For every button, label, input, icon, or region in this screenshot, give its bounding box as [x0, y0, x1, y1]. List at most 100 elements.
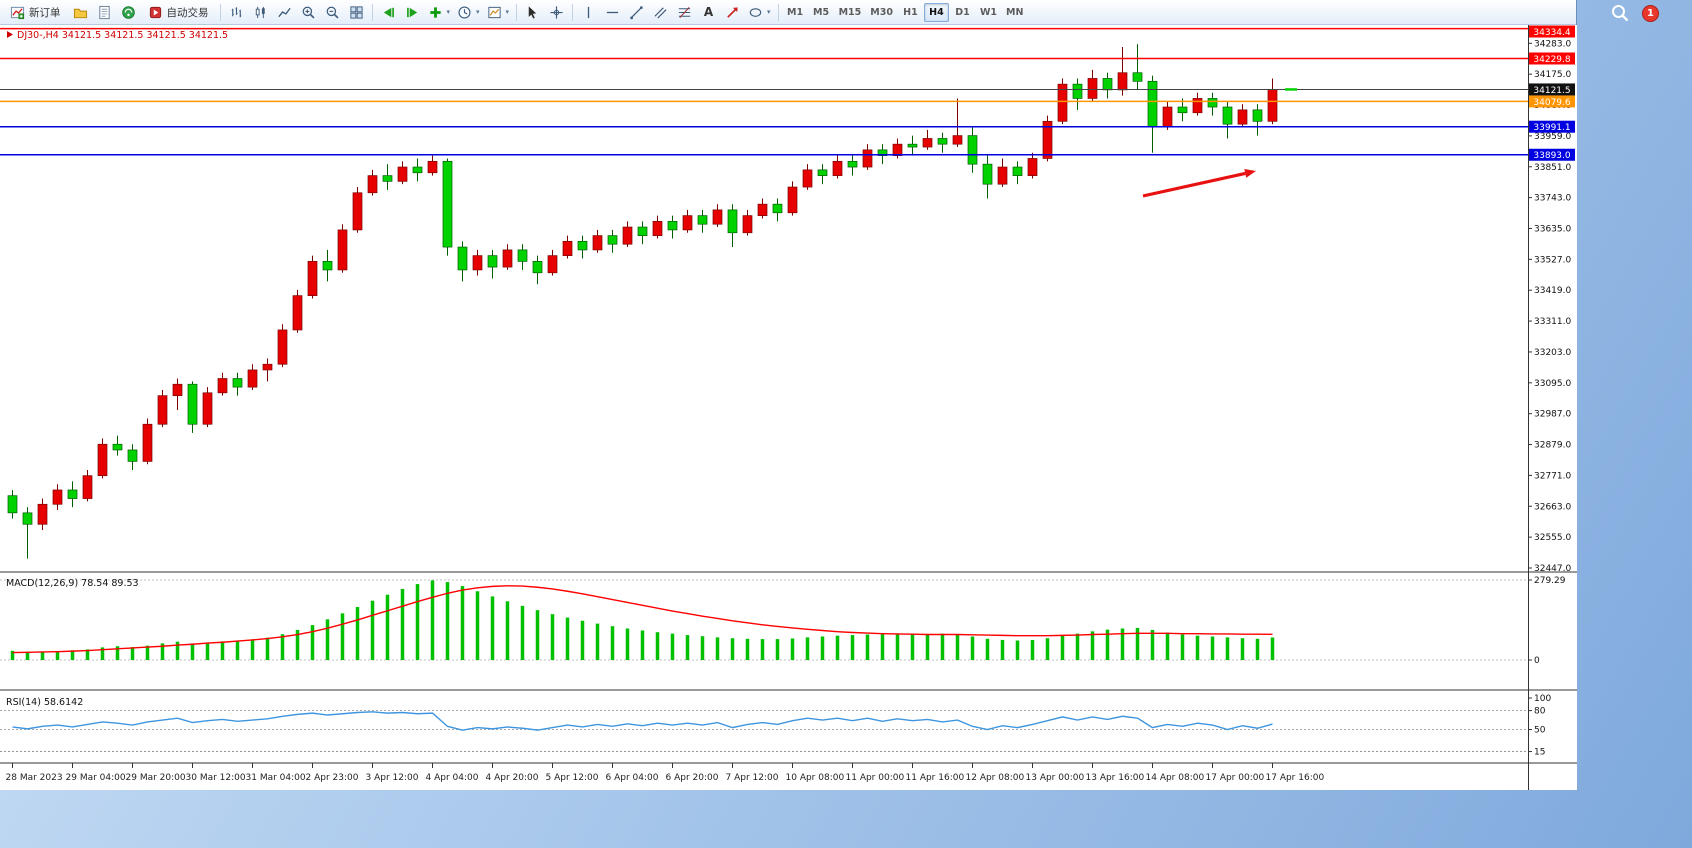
- svg-text:14 Apr 08:00: 14 Apr 08:00: [1146, 773, 1205, 783]
- svg-text:32879.0: 32879.0: [1534, 441, 1571, 451]
- timeframe-button-m1[interactable]: M1: [783, 3, 808, 22]
- svg-text:7 Apr 12:00: 7 Apr 12:00: [726, 773, 779, 783]
- data-window-icon: [98, 5, 110, 19]
- svg-text:4 Apr 04:00: 4 Apr 04:00: [426, 773, 479, 783]
- chart-shift-icon: [406, 7, 417, 17]
- svg-text:5 Apr 12:00: 5 Apr 12:00: [546, 773, 599, 783]
- timeframe-button-m15[interactable]: M15: [835, 3, 866, 22]
- svg-text:33959.0: 33959.0: [1534, 132, 1571, 142]
- line-chart-button[interactable]: [273, 2, 296, 23]
- svg-text:10 Apr 08:00: 10 Apr 08:00: [786, 773, 845, 783]
- notification-badge[interactable]: 1: [1642, 4, 1659, 22]
- horizontal-line-icon: [606, 11, 619, 13]
- new-order-icon: [10, 6, 25, 19]
- bars-chart-button[interactable]: [225, 2, 248, 23]
- svg-text:2 Apr 23:00: 2 Apr 23:00: [306, 773, 359, 783]
- shapes-caret-icon: ▾: [767, 7, 771, 16]
- svg-text:33851.0: 33851.0: [1534, 163, 1571, 173]
- chart-canvas[interactable]: 34283.034175.034067.033959.033851.033743…: [0, 25, 1577, 790]
- channel-button[interactable]: [649, 2, 672, 23]
- main-chart-panel[interactable]: DJ30-,H4 34121.5 34121.5 34121.5 34121.5: [0, 27, 1528, 559]
- toolbar: 新订单: [0, 0, 1576, 25]
- svg-text:33095.0: 33095.0: [1534, 379, 1571, 389]
- symbol-marker-icon: [7, 31, 13, 38]
- auto-trading-button[interactable]: 自动交易: [141, 2, 216, 23]
- time-axis[interactable]: 28 Mar 2023 29 Mar 04:00 29 Mar 20:00 30 Ma…: [6, 763, 1325, 783]
- crosshair-button[interactable]: [545, 2, 568, 23]
- channel-icon: [654, 6, 667, 19]
- indicators-button[interactable]: ▾: [425, 2, 454, 23]
- macd-signal-line: [12, 585, 1273, 654]
- indicators-caret-icon: ▾: [446, 7, 451, 16]
- svg-text:15: 15: [1534, 748, 1545, 758]
- timeframe-button-m30[interactable]: M30: [866, 3, 897, 22]
- auto-scroll-button[interactable]: [377, 2, 400, 23]
- trendline-icon: [630, 5, 643, 19]
- horizontal-line-button[interactable]: [601, 2, 624, 23]
- price-level-badge: [1529, 25, 1575, 38]
- crosshair-icon: [550, 5, 563, 19]
- templates-button[interactable]: ▾: [484, 2, 513, 23]
- timeframe-button-mn[interactable]: MN: [1002, 3, 1027, 22]
- rsi-line: [12, 711, 1273, 731]
- macd-panel[interactable]: MACD(12,26,9) 78.54 89.53: [0, 578, 1528, 661]
- svg-text:33743.0: 33743.0: [1534, 194, 1571, 204]
- templates-caret-icon: ▾: [505, 7, 510, 16]
- timeframe-button-w1[interactable]: W1: [976, 3, 1001, 22]
- fibonacci-button[interactable]: [673, 2, 696, 23]
- timeframe-button-m5[interactable]: M5: [809, 3, 834, 22]
- search-icon[interactable]: [1610, 3, 1630, 23]
- svg-text:13 Apr 00:00: 13 Apr 00:00: [1026, 773, 1085, 783]
- community-icon: [121, 5, 135, 19]
- price-axis[interactable]: 34283.034175.034067.033959.033851.033743…: [1528, 25, 1575, 758]
- current-price-badge: [1529, 83, 1575, 96]
- shapes-button[interactable]: ▾: [745, 2, 774, 23]
- timeframe-button-d1[interactable]: D1: [950, 3, 975, 22]
- svg-text:32987.0: 32987.0: [1534, 410, 1571, 420]
- cursor-button[interactable]: [521, 2, 544, 23]
- vertical-line-icon: [587, 6, 590, 18]
- price-level-badge: [1529, 148, 1575, 161]
- candles-chart-button[interactable]: [249, 2, 272, 23]
- zoom-in-icon: [302, 6, 315, 19]
- bars-chart-icon: [231, 6, 241, 17]
- arrow-tool-icon: [727, 6, 738, 18]
- terminal-window: 新订单: [0, 0, 1577, 790]
- rsi-label: RSI(14) 58.6142: [6, 697, 83, 708]
- svg-text:28 Mar 2023: 28 Mar 2023: [6, 773, 63, 783]
- candles-chart-icon: [255, 6, 265, 18]
- annotation-arrow[interactable]: [1142, 168, 1256, 198]
- svg-text:12 Apr 08:00: 12 Apr 08:00: [966, 773, 1025, 783]
- data-window-button[interactable]: [93, 2, 116, 23]
- new-order-button[interactable]: 新订单: [3, 2, 68, 23]
- svg-text:279.29: 279.29: [1534, 576, 1566, 586]
- rsi-panel[interactable]: RSI(14) 58.6142: [0, 697, 1528, 752]
- toolbar-separator: [219, 3, 221, 21]
- svg-text:0: 0: [1534, 656, 1540, 666]
- svg-text:33419.0: 33419.0: [1534, 286, 1571, 296]
- periods-button[interactable]: ▾: [454, 2, 483, 23]
- zoom-out-button[interactable]: [321, 2, 344, 23]
- community-button[interactable]: [117, 2, 140, 23]
- cursor-icon: [528, 5, 537, 18]
- tile-windows-button[interactable]: [345, 2, 368, 23]
- macd-label: MACD(12,26,9) 78.54 89.53: [6, 578, 139, 589]
- vertical-line-button[interactable]: [577, 2, 600, 23]
- svg-text:31 Mar 04:00: 31 Mar 04:00: [246, 773, 306, 783]
- arrow-tool-button[interactable]: [721, 2, 744, 23]
- svg-text:11 Apr 00:00: 11 Apr 00:00: [846, 773, 905, 783]
- timeframe-button-h4[interactable]: H4: [923, 2, 949, 22]
- timeframe-button-h1[interactable]: H1: [898, 3, 923, 22]
- text-tool-icon: A: [703, 5, 714, 19]
- chart-shift-button[interactable]: [401, 2, 424, 23]
- svg-text:33203.0: 33203.0: [1534, 348, 1571, 358]
- svg-text:17 Apr 00:00: 17 Apr 00:00: [1206, 773, 1265, 783]
- auto-scroll-icon: [383, 7, 394, 17]
- zoom-in-button[interactable]: [297, 2, 320, 23]
- svg-text:6 Apr 20:00: 6 Apr 20:00: [666, 773, 719, 783]
- trendline-button[interactable]: [625, 2, 648, 23]
- text-tool-button[interactable]: A: [697, 2, 720, 23]
- svg-text:11 Apr 16:00: 11 Apr 16:00: [906, 773, 965, 783]
- profiles-button[interactable]: [69, 2, 92, 23]
